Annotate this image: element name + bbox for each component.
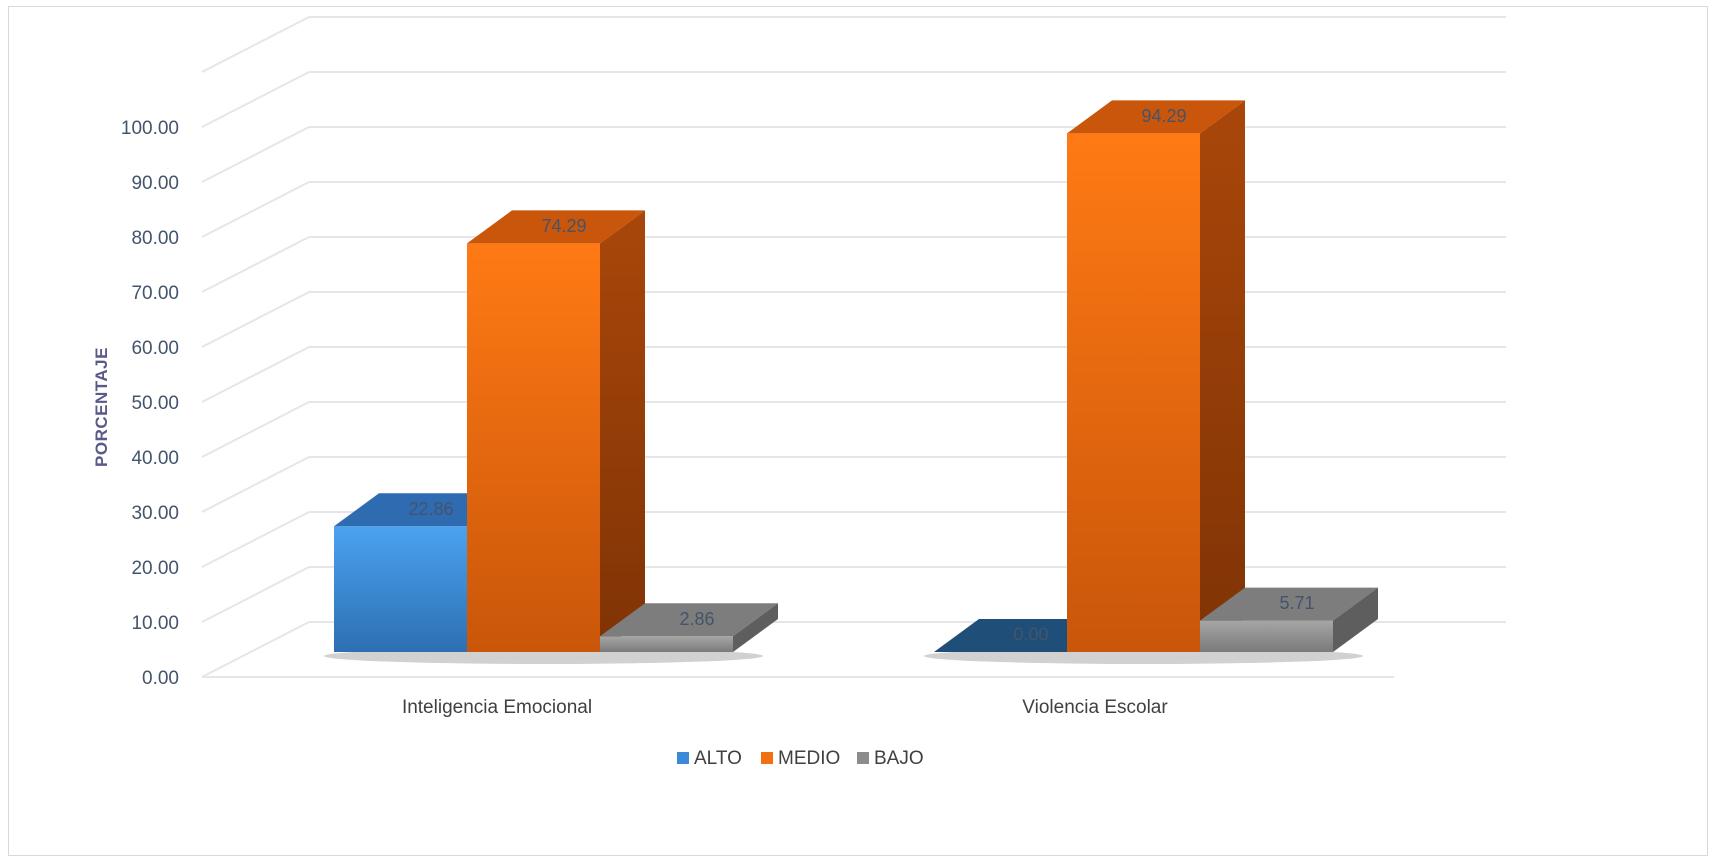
- bars-layer: [334, 100, 1378, 652]
- bar-medio-1: [467, 210, 645, 652]
- chart-frame: 0.00 10.00 20.00 30.00 40.00 50.00 60.00 70.00 8…: [8, 6, 1708, 856]
- bar-top-face: [1067, 100, 1245, 134]
- legend: ALTO MEDIO BAJO: [677, 748, 924, 769]
- gridline-side: [201, 566, 310, 623]
- labels-layer: 22.86 74.29 2.86 Inteligencia Emocional 0.00…: [402, 106, 1315, 718]
- y-tick-label: 70.00: [131, 283, 179, 304]
- gridline-side: [201, 236, 310, 293]
- legend-label: ALTO: [694, 748, 742, 769]
- y-tick-label: 60.00: [131, 338, 179, 359]
- chart-svg: 0.00 10.00 20.00 30.00 40.00 50.00 60.00 70.00 8…: [92, 16, 1506, 769]
- y-axis-label: PORCENTAJE: [92, 347, 111, 467]
- x-category-label: Violencia Escolar: [1022, 697, 1168, 718]
- bar-side-face: [1333, 587, 1378, 652]
- legend-label: BAJO: [874, 748, 924, 769]
- bar-top-face: [600, 603, 778, 637]
- bar-top-face: [467, 210, 645, 244]
- y-tick-label: 20.00: [131, 558, 179, 579]
- data-label: 0.00: [1013, 625, 1048, 645]
- gridline-side: [201, 291, 310, 348]
- y-tick-label: 100.00: [121, 118, 179, 139]
- data-label: 74.29: [541, 216, 586, 236]
- y-tick-label: 90.00: [131, 173, 179, 194]
- bar-side-face: [1200, 100, 1245, 652]
- bar-top-face: [1200, 587, 1378, 621]
- bar-front-face: [600, 636, 733, 652]
- bar-front-face: [1200, 620, 1333, 652]
- bar-bajo-1: [600, 603, 778, 652]
- bar-side-face: [733, 603, 778, 652]
- gridline-side: [201, 456, 310, 513]
- bar-front-face: [334, 526, 467, 652]
- y-tick-label: 30.00: [131, 503, 179, 524]
- bar-side-face: [600, 210, 645, 652]
- legend-swatch: [857, 752, 869, 764]
- bar-front-face: [467, 243, 600, 652]
- legend-swatch: [677, 752, 689, 764]
- data-label: 94.29: [1141, 106, 1186, 126]
- legend-item-medio: MEDIO: [761, 748, 840, 769]
- gridline-side: [201, 71, 310, 128]
- y-tick-label: 0.00: [142, 668, 179, 689]
- gridline-side: [201, 126, 310, 183]
- data-label: 22.86: [408, 499, 453, 519]
- axis-layer: 0.00 10.00 20.00 30.00 40.00 50.00 60.00 70.00 8…: [121, 118, 1394, 689]
- y-tick-label: 50.00: [131, 393, 179, 414]
- gridline-side: [201, 346, 310, 403]
- data-label: 2.86: [679, 609, 714, 629]
- gridline-side: [201, 401, 310, 458]
- y-tick-label: 40.00: [131, 448, 179, 469]
- legend-label: MEDIO: [778, 748, 840, 769]
- legend-swatch: [761, 752, 773, 764]
- bar-front-face: [1067, 133, 1200, 652]
- legend-item-bajo: BAJO: [857, 748, 924, 769]
- bar-medio-2: [1067, 100, 1245, 652]
- y-tick-label: 10.00: [131, 613, 179, 634]
- legend-item-alto: ALTO: [677, 748, 742, 769]
- gridline-side: [201, 621, 310, 678]
- gridline-side: [201, 181, 310, 238]
- y-tick-label: 80.00: [131, 228, 179, 249]
- gridline-side: [201, 16, 310, 73]
- bar-bajo-2: [1200, 587, 1378, 652]
- x-category-label: Inteligencia Emocional: [402, 697, 592, 718]
- data-label: 5.71: [1279, 593, 1314, 613]
- gridline-side: [201, 511, 310, 568]
